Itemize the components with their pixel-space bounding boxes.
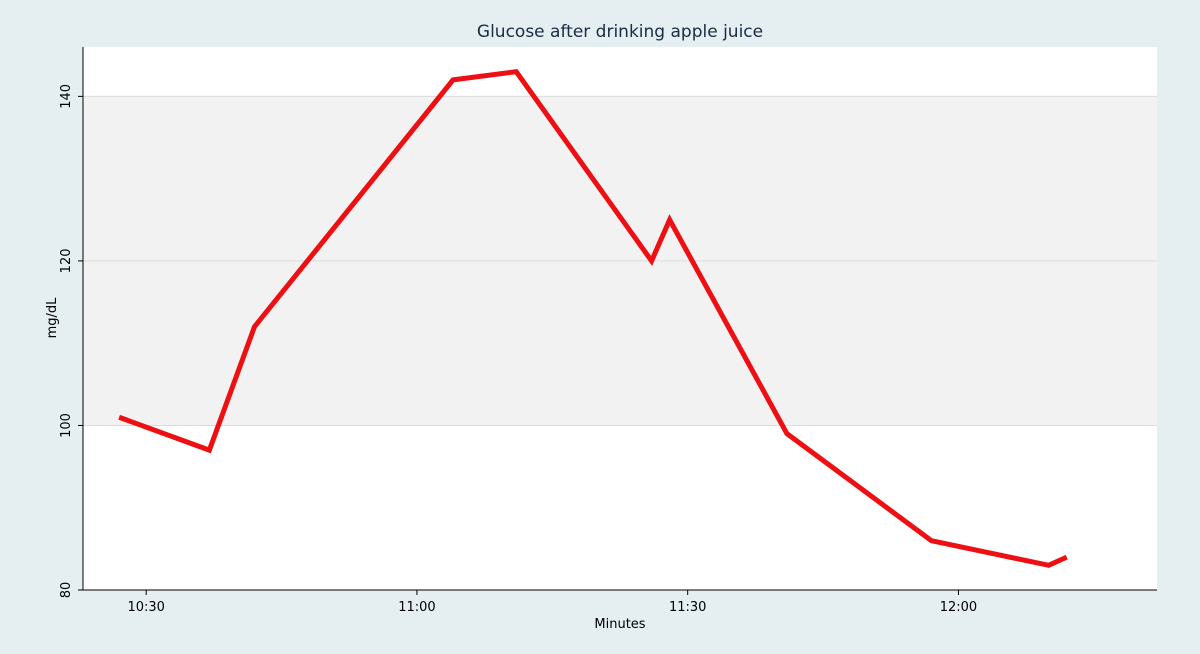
- data-point: [784, 431, 789, 436]
- x-axis-ticks: 10:30 11:00 11:30 12:00: [127, 590, 977, 615]
- data-point: [667, 217, 672, 222]
- chart-title: Glucose after drinking apple juice: [477, 22, 763, 42]
- data-point: [929, 538, 934, 543]
- x-tick-label: 12:00: [940, 600, 977, 615]
- x-axis-label: Minutes: [594, 617, 645, 632]
- data-point: [117, 415, 122, 420]
- y-tick-label: 80: [59, 582, 74, 599]
- x-tick-label: 10:30: [127, 600, 164, 615]
- x-tick-label: 11:00: [398, 600, 435, 615]
- y-axis-label: mg/dL: [45, 297, 60, 339]
- data-point: [514, 69, 519, 74]
- grid-lines: [83, 95, 1157, 426]
- series-line: [118, 69, 1068, 568]
- data-point: [1046, 563, 1051, 568]
- data-point: [649, 258, 654, 263]
- y-axis-ticks: 80 100 120 140: [59, 84, 83, 598]
- y-tick-label: 140: [59, 84, 74, 109]
- data-point: [252, 324, 257, 329]
- y-tick-label: 120: [59, 248, 74, 273]
- y-tick-label: 100: [59, 413, 74, 438]
- x-tick-label: 11:30: [669, 600, 706, 615]
- data-point: [451, 77, 456, 82]
- data-point: [207, 448, 212, 453]
- data-point: [1064, 555, 1069, 560]
